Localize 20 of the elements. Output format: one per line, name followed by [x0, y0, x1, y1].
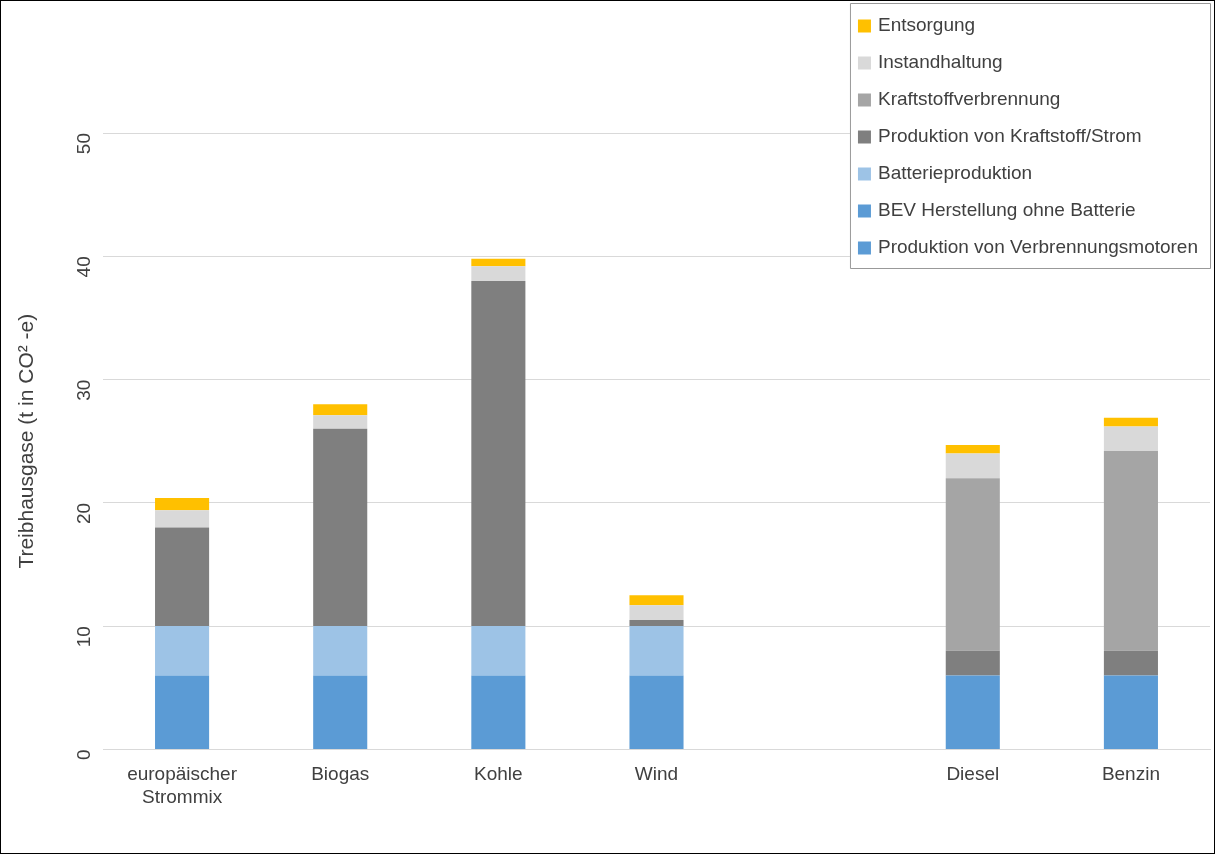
y-axis-title: Treibhausgase (t in CO² -e) [14, 313, 38, 569]
x-tick-label: Wind [634, 763, 679, 785]
y-tick-label: 40 [73, 256, 95, 278]
legend-label: Produktion von Kraftstoff/Strom [877, 124, 1142, 146]
x-tick-label: Benzin [1101, 763, 1160, 785]
x-tick-label: Biogas [311, 763, 370, 785]
legend-label: BEV Herstellung ohne Batterie [877, 198, 1136, 220]
y-tick-label: 50 [73, 133, 95, 155]
y-tick-label: 30 [73, 379, 95, 401]
x-tick-label: europäischer Strommix [127, 763, 238, 807]
legend-label: Entsorgung [877, 13, 976, 35]
y-tick-label: 20 [73, 502, 95, 524]
x-tick-label: Diesel [946, 763, 1000, 785]
legend-label: Batterieproduktion [877, 161, 1033, 183]
y-tick-label: 10 [73, 626, 95, 648]
x-tick-label: Kohle [474, 763, 523, 785]
legend-label: Kraftstoffverbrennung [877, 87, 1061, 109]
legend-label: Instandhaltung [877, 50, 1003, 72]
legend-label: Produktion von Verbrennungsmotoren [877, 235, 1199, 257]
y-tick-label: 0 [73, 749, 95, 760]
